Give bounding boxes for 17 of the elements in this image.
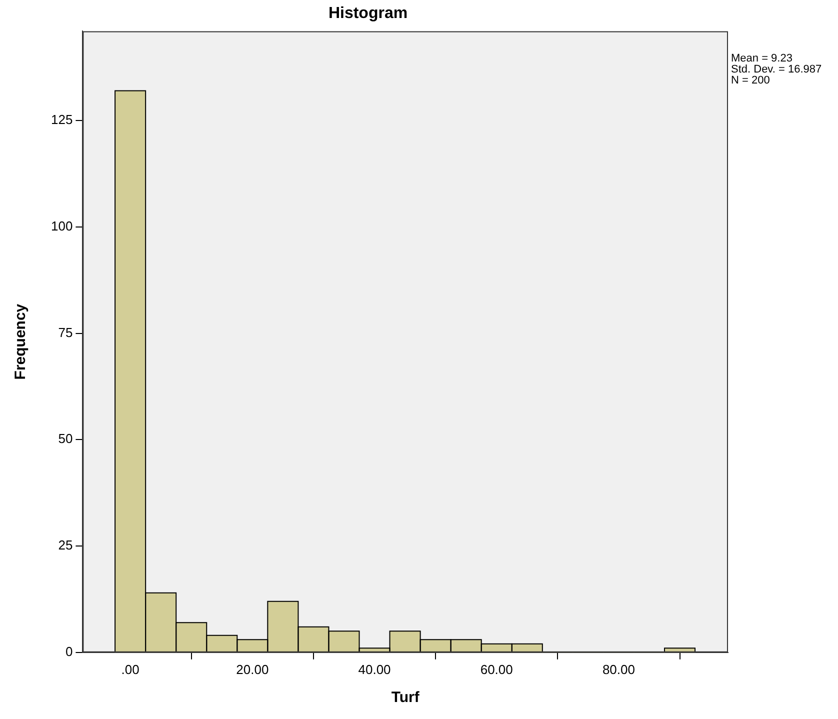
y-tick-label: 100 xyxy=(50,218,73,234)
text: N = 200 xyxy=(731,74,770,87)
text: Mean = 9.23 xyxy=(731,52,792,65)
x-tick-label: 20.00 xyxy=(236,662,269,677)
x-axis-title: Turf xyxy=(391,689,420,706)
x-tick-label: 40.00 xyxy=(358,662,391,677)
x-tick-label: 60.00 xyxy=(480,662,513,677)
y-tick-label: 125 xyxy=(50,112,73,128)
text: Std. Dev. = 16.987 xyxy=(731,64,822,76)
y-tick-label: 0 xyxy=(65,644,73,659)
y-tick-label: 25 xyxy=(58,538,73,553)
y-tick-label: 50 xyxy=(58,431,73,446)
x-tick-label: 80.00 xyxy=(602,662,635,677)
y-axis-title: Frequency xyxy=(12,303,30,380)
x-tick-label: .00 xyxy=(121,662,140,677)
chart-title: Histogram xyxy=(328,5,408,22)
y-tick-label: 75 xyxy=(58,324,73,340)
